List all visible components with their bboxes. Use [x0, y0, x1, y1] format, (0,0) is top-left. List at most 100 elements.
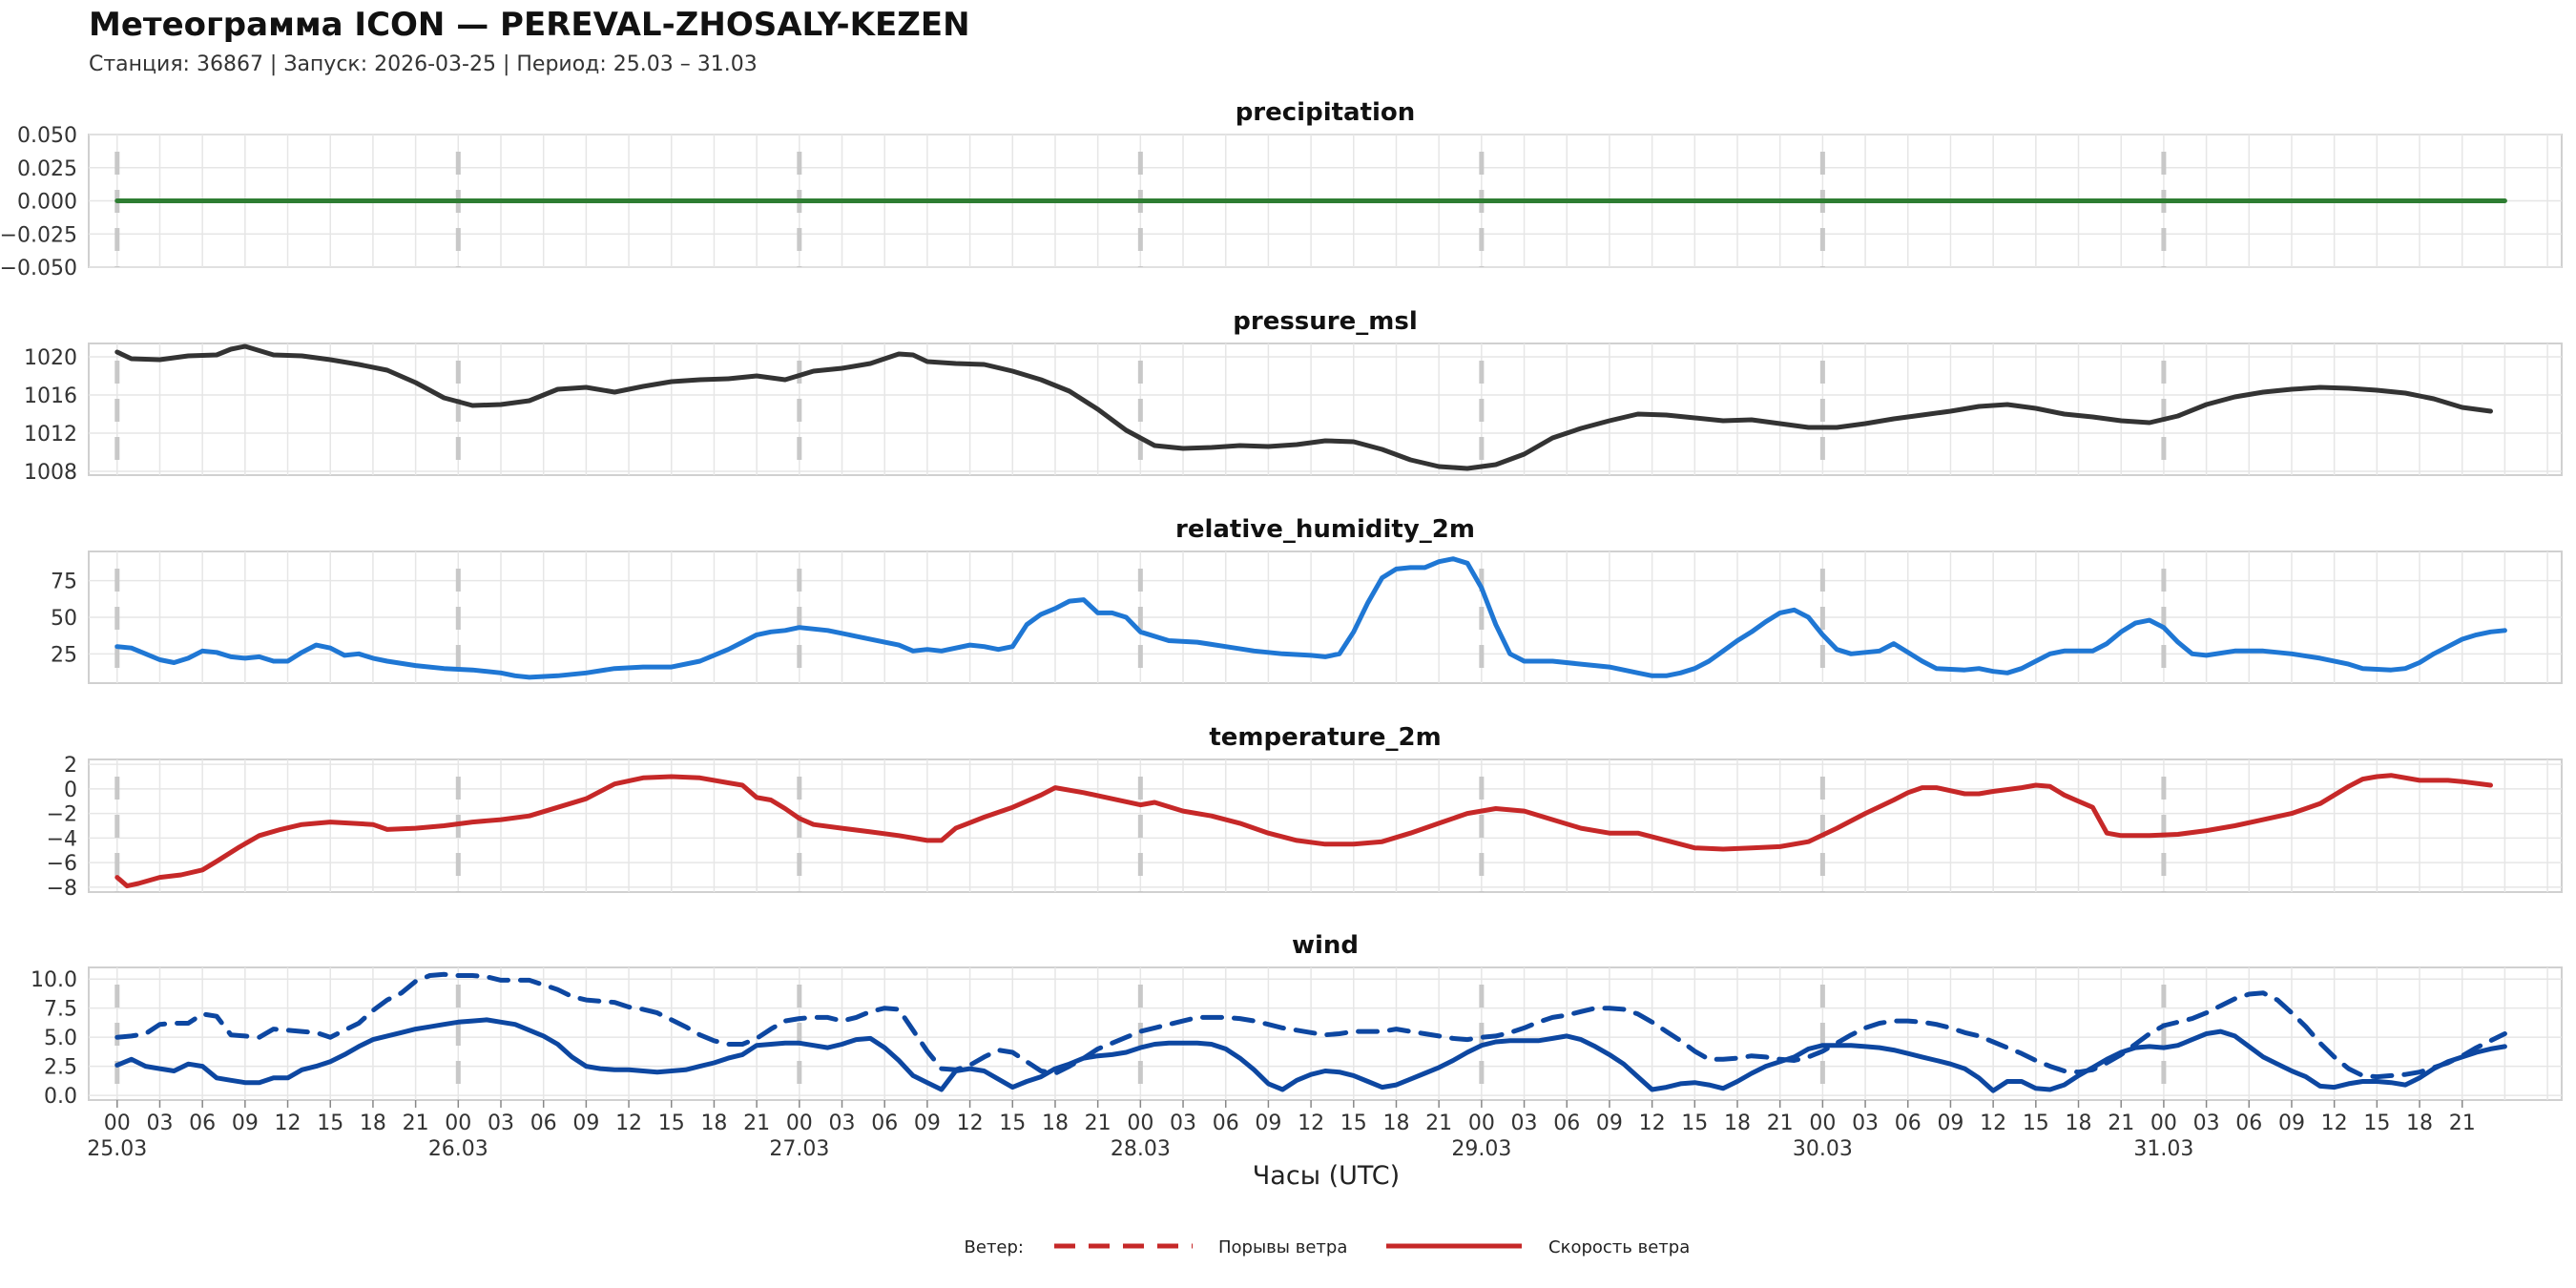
x-day-label: 29.03 — [1451, 1137, 1511, 1161]
x-tick-label: 06 — [189, 1111, 216, 1135]
legend-title: Ветер: — [965, 1237, 1024, 1257]
series-line-pressure_msl — [114, 343, 2493, 471]
x-day-label: 28.03 — [1111, 1137, 1171, 1161]
x-tick-label: 12 — [615, 1111, 642, 1135]
x-tick-label: 18 — [1042, 1111, 1069, 1135]
x-tick-label: 21 — [2108, 1111, 2134, 1135]
y-tick-label: −2 — [47, 803, 77, 827]
y-tick-label: −6 — [47, 852, 77, 876]
y-tick-label: 0.000 — [17, 191, 77, 215]
y-tick-label: 0.025 — [17, 157, 77, 181]
series-line-Скорость ветра — [114, 1017, 2507, 1093]
x-day-label: 25.03 — [87, 1137, 147, 1161]
y-tick-label: 50 — [51, 607, 77, 631]
y-tick-label: −8 — [47, 877, 77, 901]
x-tick-label: 15 — [658, 1111, 685, 1135]
series-line-relative_humidity_2m — [114, 556, 2507, 680]
x-axis: 00 03 06 09 12 15 18 21 00 03 06 09 12 15 18 21 00 03 06 09… — [87, 1100, 2476, 1161]
panel-relative_humidity_2m: 25 50 75 relative_humidity_2m — [51, 515, 2563, 684]
x-tick-label: 09 — [572, 1111, 599, 1135]
y-tick-label: 2 — [64, 754, 77, 778]
x-tick-label: 09 — [1596, 1111, 1623, 1135]
panel-wind: 0.0 2.5 5.0 7.5 10.0 wind — [31, 931, 2563, 1109]
y-tick-label: −0.050 — [0, 257, 77, 280]
x-tick-label: 03 — [1170, 1111, 1196, 1135]
y-tick-label: 1016 — [24, 384, 77, 408]
x-tick-label: 00 — [786, 1111, 813, 1135]
x-tick-label: 18 — [1382, 1111, 1409, 1135]
x-tick-label: 03 — [1511, 1111, 1538, 1135]
x-tick-label: 06 — [2235, 1111, 2262, 1135]
x-tick-label: 18 — [1724, 1111, 1751, 1135]
x-tick-label: 21 — [1425, 1111, 1452, 1135]
y-tick-label: 0 — [64, 779, 77, 802]
x-tick-label: 03 — [829, 1111, 856, 1135]
x-tick-label: 15 — [2363, 1111, 2390, 1135]
x-tick-label: 15 — [1681, 1111, 1708, 1135]
x-tick-label: 03 — [146, 1111, 173, 1135]
y-tick-label: 1020 — [24, 346, 77, 370]
y-tick-label: 10.0 — [31, 968, 77, 992]
x-tick-label: 00 — [1809, 1111, 1836, 1135]
panel-title: wind — [1292, 931, 1359, 960]
x-tick-label: 12 — [1639, 1111, 1666, 1135]
x-tick-label: 12 — [2321, 1111, 2348, 1135]
x-tick-label: 00 — [2150, 1111, 2177, 1135]
x-tick-label: 15 — [999, 1111, 1026, 1135]
x-tick-label: 03 — [1852, 1111, 1879, 1135]
x-tick-label: 03 — [2193, 1111, 2220, 1135]
x-tick-label: 15 — [1340, 1111, 1367, 1135]
y-tick-label: 5.0 — [44, 1027, 77, 1050]
y-tick-label: 0.0 — [44, 1085, 77, 1109]
x-tick-label: 12 — [1980, 1111, 2006, 1135]
panel-title: temperature_2m — [1209, 723, 1441, 752]
x-tick-label: 00 — [1468, 1111, 1495, 1135]
y-tick-label: −0.025 — [0, 223, 77, 247]
x-tick-label: 15 — [317, 1111, 343, 1135]
x-tick-label: 12 — [275, 1111, 301, 1135]
x-tick-label: 00 — [104, 1111, 131, 1135]
panel-temperature_2m: −8−6−4−202 temperature_2m — [47, 723, 2563, 901]
x-tick-label: 18 — [360, 1111, 386, 1135]
x-tick-label: 00 — [1127, 1111, 1153, 1135]
x-day-label: 26.03 — [428, 1137, 488, 1161]
panel-precipitation: −0.050 −0.025 0.000 0.025 0.050 precipitation — [0, 98, 2563, 280]
legend-gust-label: Порывы ветра — [1218, 1237, 1347, 1257]
x-day-label: 30.03 — [1793, 1137, 1853, 1161]
x-tick-label: 12 — [957, 1111, 984, 1135]
x-tick-label: 18 — [2066, 1111, 2092, 1135]
x-tick-label: 21 — [1085, 1111, 1111, 1135]
legend-speed-label: Скорость ветра — [1548, 1237, 1690, 1257]
y-tick-label: 0.050 — [17, 124, 77, 148]
x-tick-label: 21 — [1767, 1111, 1794, 1135]
x-tick-label: 00 — [445, 1111, 471, 1135]
y-tick-label: 1012 — [24, 423, 77, 447]
x-tick-label: 21 — [2449, 1111, 2476, 1135]
panels: −0.050−0.0250.0000.0250.050precipitation… — [0, 98, 2563, 1109]
x-tick-label: 09 — [1255, 1111, 1281, 1135]
x-tick-label: 15 — [2023, 1111, 2049, 1135]
legend: Ветер: Порывы ветра Скорость ветра — [965, 1237, 1691, 1257]
x-tick-label: 09 — [232, 1111, 259, 1135]
series-line-Порывы ветра — [114, 971, 2507, 1080]
series-line-temperature_2m — [114, 773, 2493, 889]
panel-title: relative_humidity_2m — [1175, 515, 1475, 544]
x-day-label: 27.03 — [769, 1137, 829, 1161]
x-tick-label: 06 — [530, 1111, 557, 1135]
panel-title: pressure_msl — [1233, 307, 1417, 336]
x-tick-label: 03 — [488, 1111, 514, 1135]
x-day-label: 31.03 — [2133, 1137, 2193, 1161]
x-tick-label: 06 — [1895, 1111, 1922, 1135]
x-tick-label: 21 — [403, 1111, 429, 1135]
y-tick-label: 7.5 — [44, 998, 77, 1022]
x-tick-label: 18 — [700, 1111, 727, 1135]
panel-title: precipitation — [1236, 98, 1416, 127]
x-tick-label: 12 — [1298, 1111, 1324, 1135]
x-tick-label: 09 — [1937, 1111, 1963, 1135]
x-tick-label: 21 — [743, 1111, 770, 1135]
x-tick-label: 06 — [1213, 1111, 1239, 1135]
x-tick-label: 06 — [871, 1111, 898, 1135]
x-tick-label: 06 — [1553, 1111, 1580, 1135]
chart-title: Метеограмма ICON — PEREVAL-ZHOSALY-KEZEN — [89, 6, 970, 44]
